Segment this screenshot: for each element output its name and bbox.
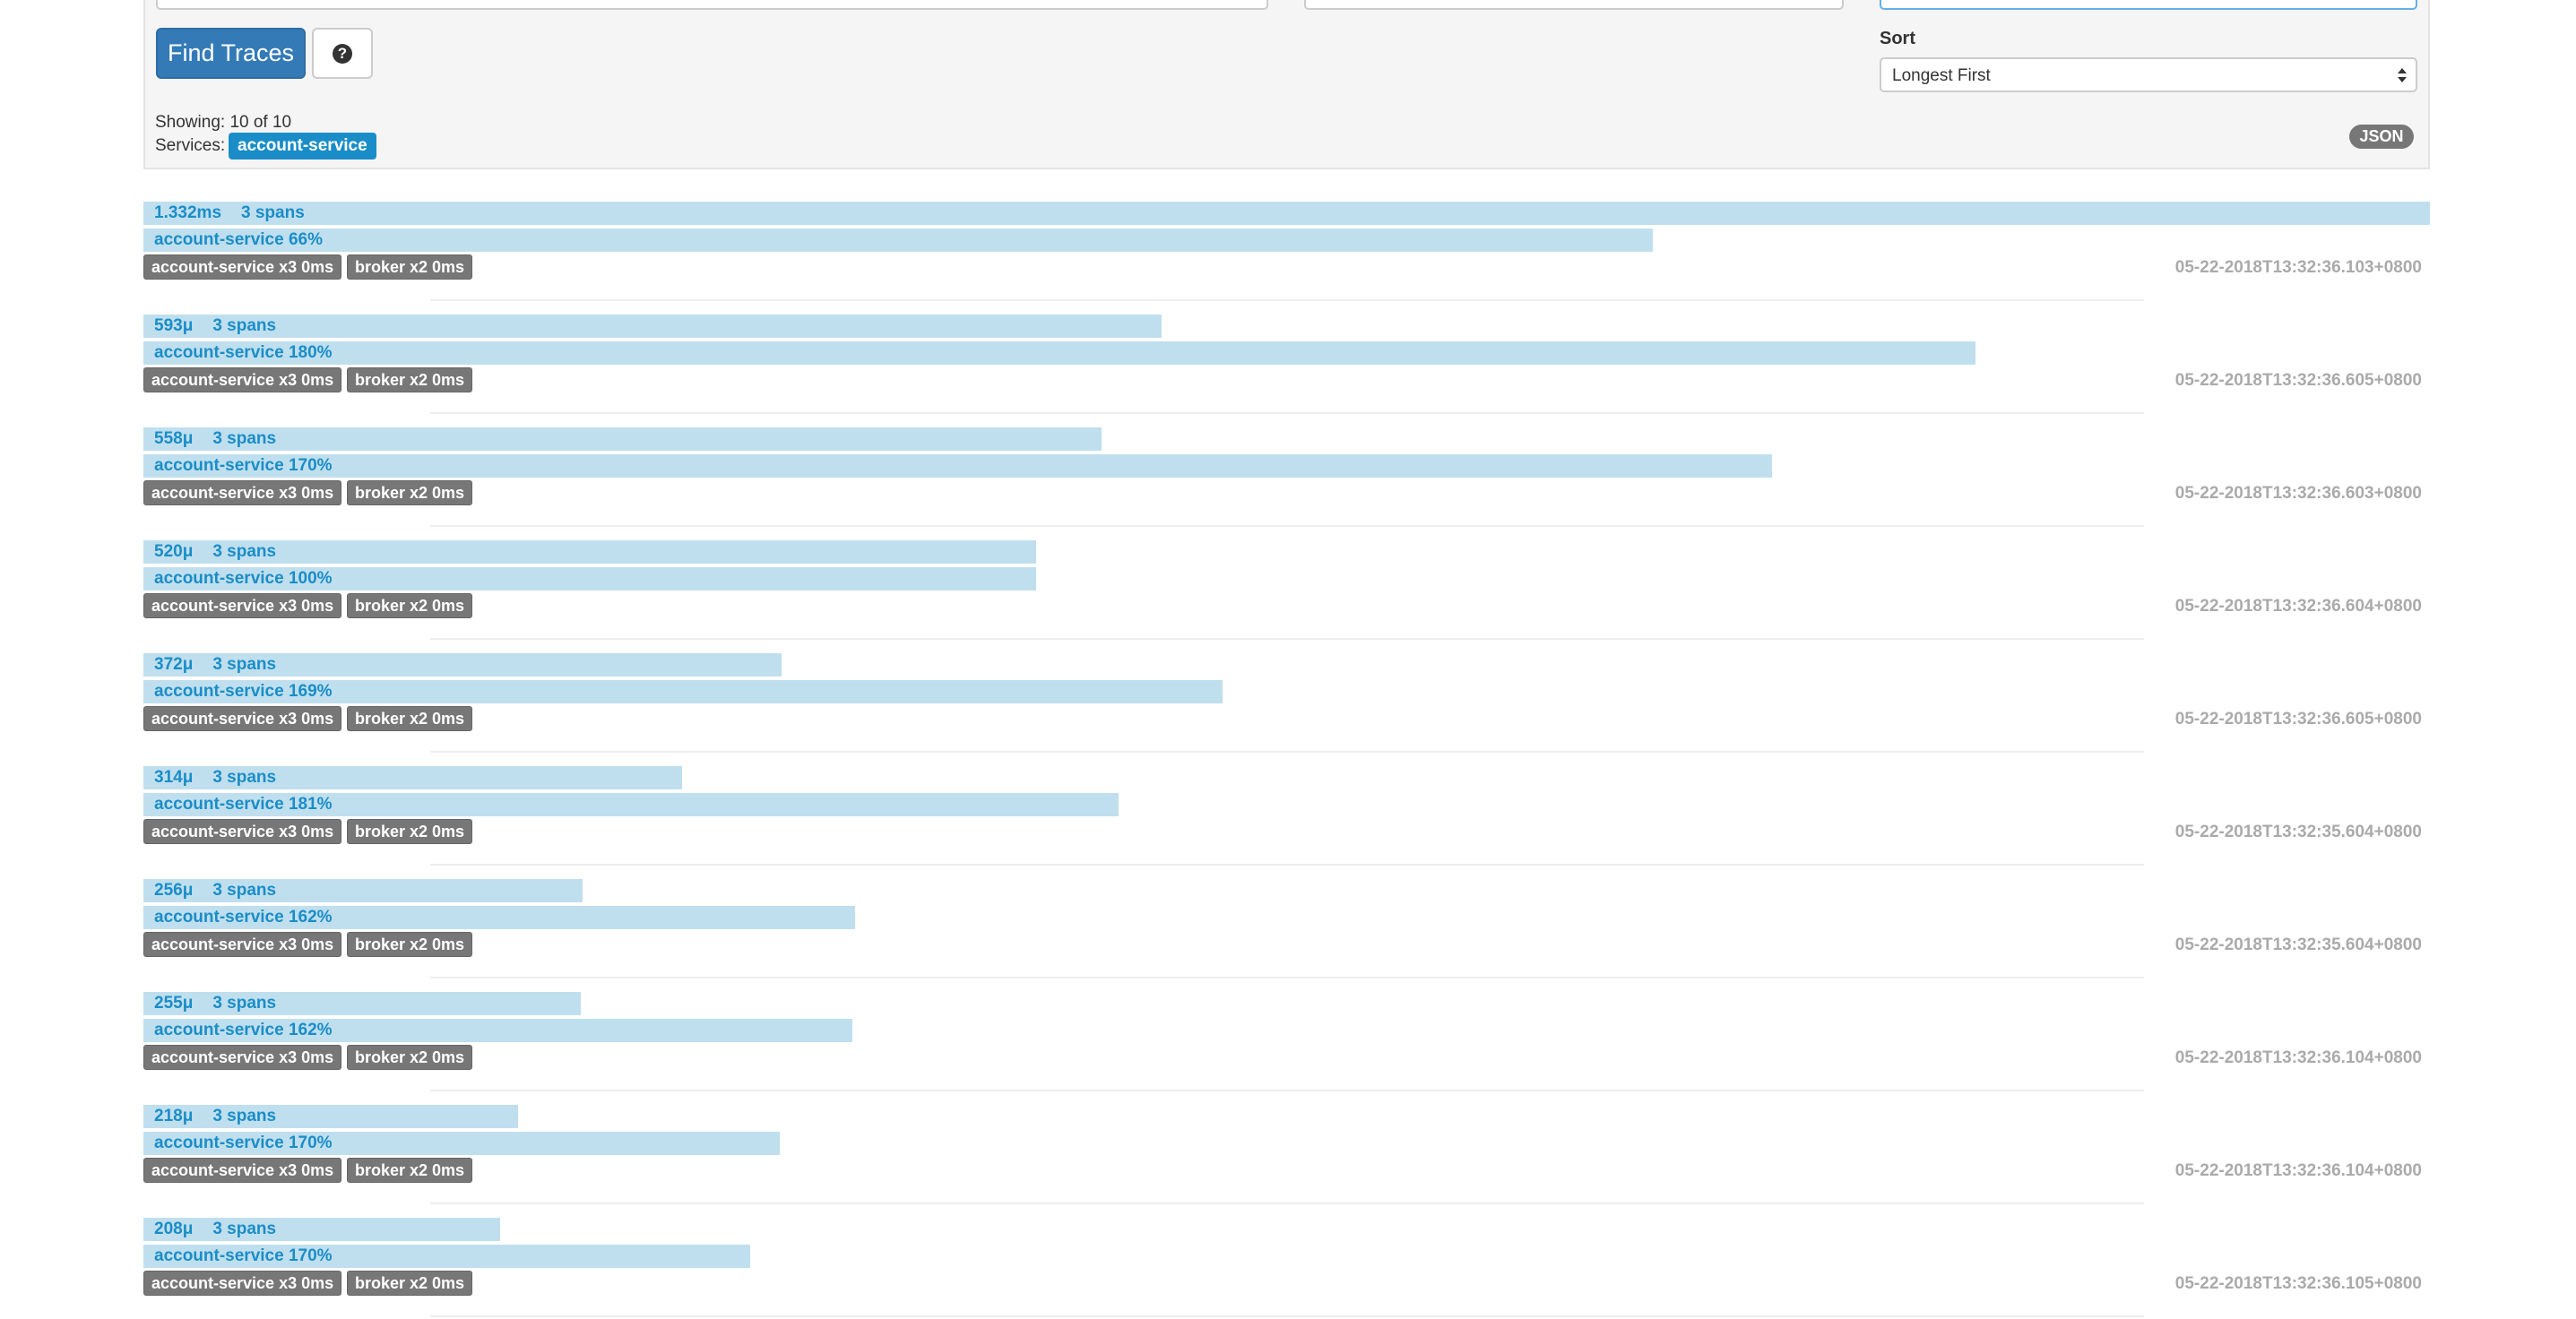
- input[interactable]: [1304, 0, 1844, 10]
- duration: 558μ: [154, 429, 194, 448]
- span-count: 3 spans: [212, 542, 277, 561]
- service-bar[interactable]: account-service 162%: [143, 906, 856, 929]
- timestamp: 05-22-2018T13:32:36.103+0800: [2174, 258, 2422, 277]
- service-tag[interactable]: account-service x3 0ms: [143, 480, 342, 505]
- duration: 593μ: [154, 316, 194, 335]
- service-bar[interactable]: account-service 170%: [143, 1245, 751, 1268]
- duration: 314μ: [154, 768, 194, 787]
- service-bar[interactable]: account-service 100%: [143, 567, 1036, 591]
- duration-bar[interactable]: 255μ 3 spans: [143, 992, 582, 1015]
- service-tag[interactable]: account-service x3 0ms: [143, 1045, 342, 1070]
- service-tag[interactable]: account-service x3 0ms: [143, 932, 342, 957]
- timestamp: 05-22-2018T13:32:36.605+0800: [2174, 710, 2422, 728]
- help-button[interactable]: ?: [312, 28, 373, 79]
- duration-bar[interactable]: 1.332ms 3 spans: [143, 202, 2430, 225]
- input[interactable]: [1880, 0, 2417, 10]
- service-bar[interactable]: account-service 162%: [143, 1019, 853, 1042]
- service-tag[interactable]: account-service x3 0ms: [143, 1271, 342, 1296]
- span-count: 3 spans: [212, 429, 277, 448]
- span-count: 3 spans: [212, 1107, 277, 1125]
- service-tag[interactable]: broker x2 0ms: [347, 819, 473, 844]
- separator: [430, 299, 2144, 301]
- span-count: 3 spans: [212, 316, 277, 335]
- service-tag[interactable]: broker x2 0ms: [347, 593, 473, 618]
- duration-bar[interactable]: 218μ 3 spans: [143, 1105, 518, 1128]
- duration: 256μ: [154, 881, 194, 900]
- timestamp: 05-22-2018T13:32:35.604+0800: [2174, 935, 2422, 954]
- duration: 372μ: [154, 655, 194, 674]
- timestamp: 05-22-2018T13:32:36.104+0800: [2174, 1048, 2422, 1067]
- sort-select[interactable]: Longest First: [1880, 57, 2417, 92]
- service-bar[interactable]: account-service 180%: [143, 341, 1976, 365]
- separator: [430, 525, 2144, 527]
- timestamp: 05-22-2018T13:32:36.604+0800: [2174, 597, 2422, 616]
- service-tag[interactable]: account-service x3 0ms: [143, 706, 342, 731]
- duration-bar[interactable]: 208μ 3 spans: [143, 1218, 501, 1241]
- timestamp: 05-22-2018T13:32:35.604+0800: [2174, 823, 2422, 841]
- input[interactable]: [156, 0, 1268, 10]
- separator: [430, 1315, 2144, 1317]
- service-bar[interactable]: account-service 169%: [143, 680, 1223, 703]
- timestamp: 05-22-2018T13:32:36.603+0800: [2174, 484, 2422, 503]
- service-tag[interactable]: broker x2 0ms: [347, 1158, 473, 1183]
- service-tag[interactable]: broker x2 0ms: [347, 1271, 473, 1296]
- service-tag[interactable]: account-service x3 0ms: [143, 1158, 342, 1183]
- separator: [430, 977, 2144, 978]
- span-count: 3 spans: [212, 881, 277, 900]
- service-tag[interactable]: broker x2 0ms: [347, 706, 473, 731]
- separator: [430, 1203, 2144, 1204]
- service-bar[interactable]: account-service 66%: [143, 228, 1653, 252]
- sort-label: Sort: [1880, 29, 1915, 48]
- service-bar[interactable]: account-service 170%: [143, 454, 1772, 478]
- service-tag[interactable]: broker x2 0ms: [347, 1045, 473, 1070]
- duration-bar[interactable]: 520μ 3 spans: [143, 540, 1036, 564]
- duration: 520μ: [154, 542, 194, 561]
- duration: 255μ: [154, 994, 194, 1013]
- span-count: 3 spans: [212, 1220, 277, 1238]
- service-tag[interactable]: broker x2 0ms: [347, 254, 473, 280]
- service-badge[interactable]: account-service: [229, 133, 376, 159]
- help-icon: ?: [333, 43, 352, 64]
- timestamp: 05-22-2018T13:32:36.605+0800: [2174, 371, 2422, 390]
- separator: [430, 412, 2144, 414]
- duration: 218μ: [154, 1107, 194, 1125]
- service-tag[interactable]: broker x2 0ms: [347, 480, 473, 505]
- span-count: 3 spans: [212, 768, 277, 787]
- service-bar[interactable]: account-service 170%: [143, 1132, 780, 1155]
- service-tag[interactable]: account-service x3 0ms: [143, 593, 342, 618]
- service-tag[interactable]: broker x2 0ms: [347, 367, 473, 392]
- duration-bar[interactable]: 372μ 3 spans: [143, 653, 782, 677]
- separator: [430, 751, 2144, 753]
- timestamp: 05-22-2018T13:32:36.104+0800: [2174, 1161, 2422, 1180]
- separator: [430, 638, 2144, 640]
- service-tag[interactable]: broker x2 0ms: [347, 932, 473, 957]
- duration-bar[interactable]: 314μ 3 spans: [143, 766, 683, 789]
- service-tag[interactable]: account-service x3 0ms: [143, 254, 342, 280]
- services-label: Services:: [155, 136, 226, 155]
- showing-text: Showing: 10 of 10: [155, 113, 292, 132]
- timestamp: 05-22-2018T13:32:36.105+0800: [2174, 1274, 2422, 1293]
- duration-bar[interactable]: 593μ 3 spans: [143, 315, 1162, 338]
- span-count: 3 spans: [241, 203, 305, 222]
- find-traces-button[interactable]: Find Traces: [156, 28, 306, 79]
- duration-bar[interactable]: 558μ 3 spans: [143, 427, 1102, 451]
- duration: 208μ: [154, 1220, 194, 1238]
- json-badge[interactable]: JSON: [2349, 125, 2414, 149]
- service-bar[interactable]: account-service 181%: [143, 793, 1119, 816]
- span-count: 3 spans: [212, 655, 277, 674]
- duration-bar[interactable]: 256μ 3 spans: [143, 879, 583, 902]
- service-tag[interactable]: account-service x3 0ms: [143, 819, 342, 844]
- separator: [430, 1090, 2144, 1091]
- service-tag[interactable]: account-service x3 0ms: [143, 367, 342, 392]
- separator: [430, 864, 2144, 866]
- duration: 1.332ms: [154, 203, 222, 222]
- span-count: 3 spans: [212, 994, 277, 1013]
